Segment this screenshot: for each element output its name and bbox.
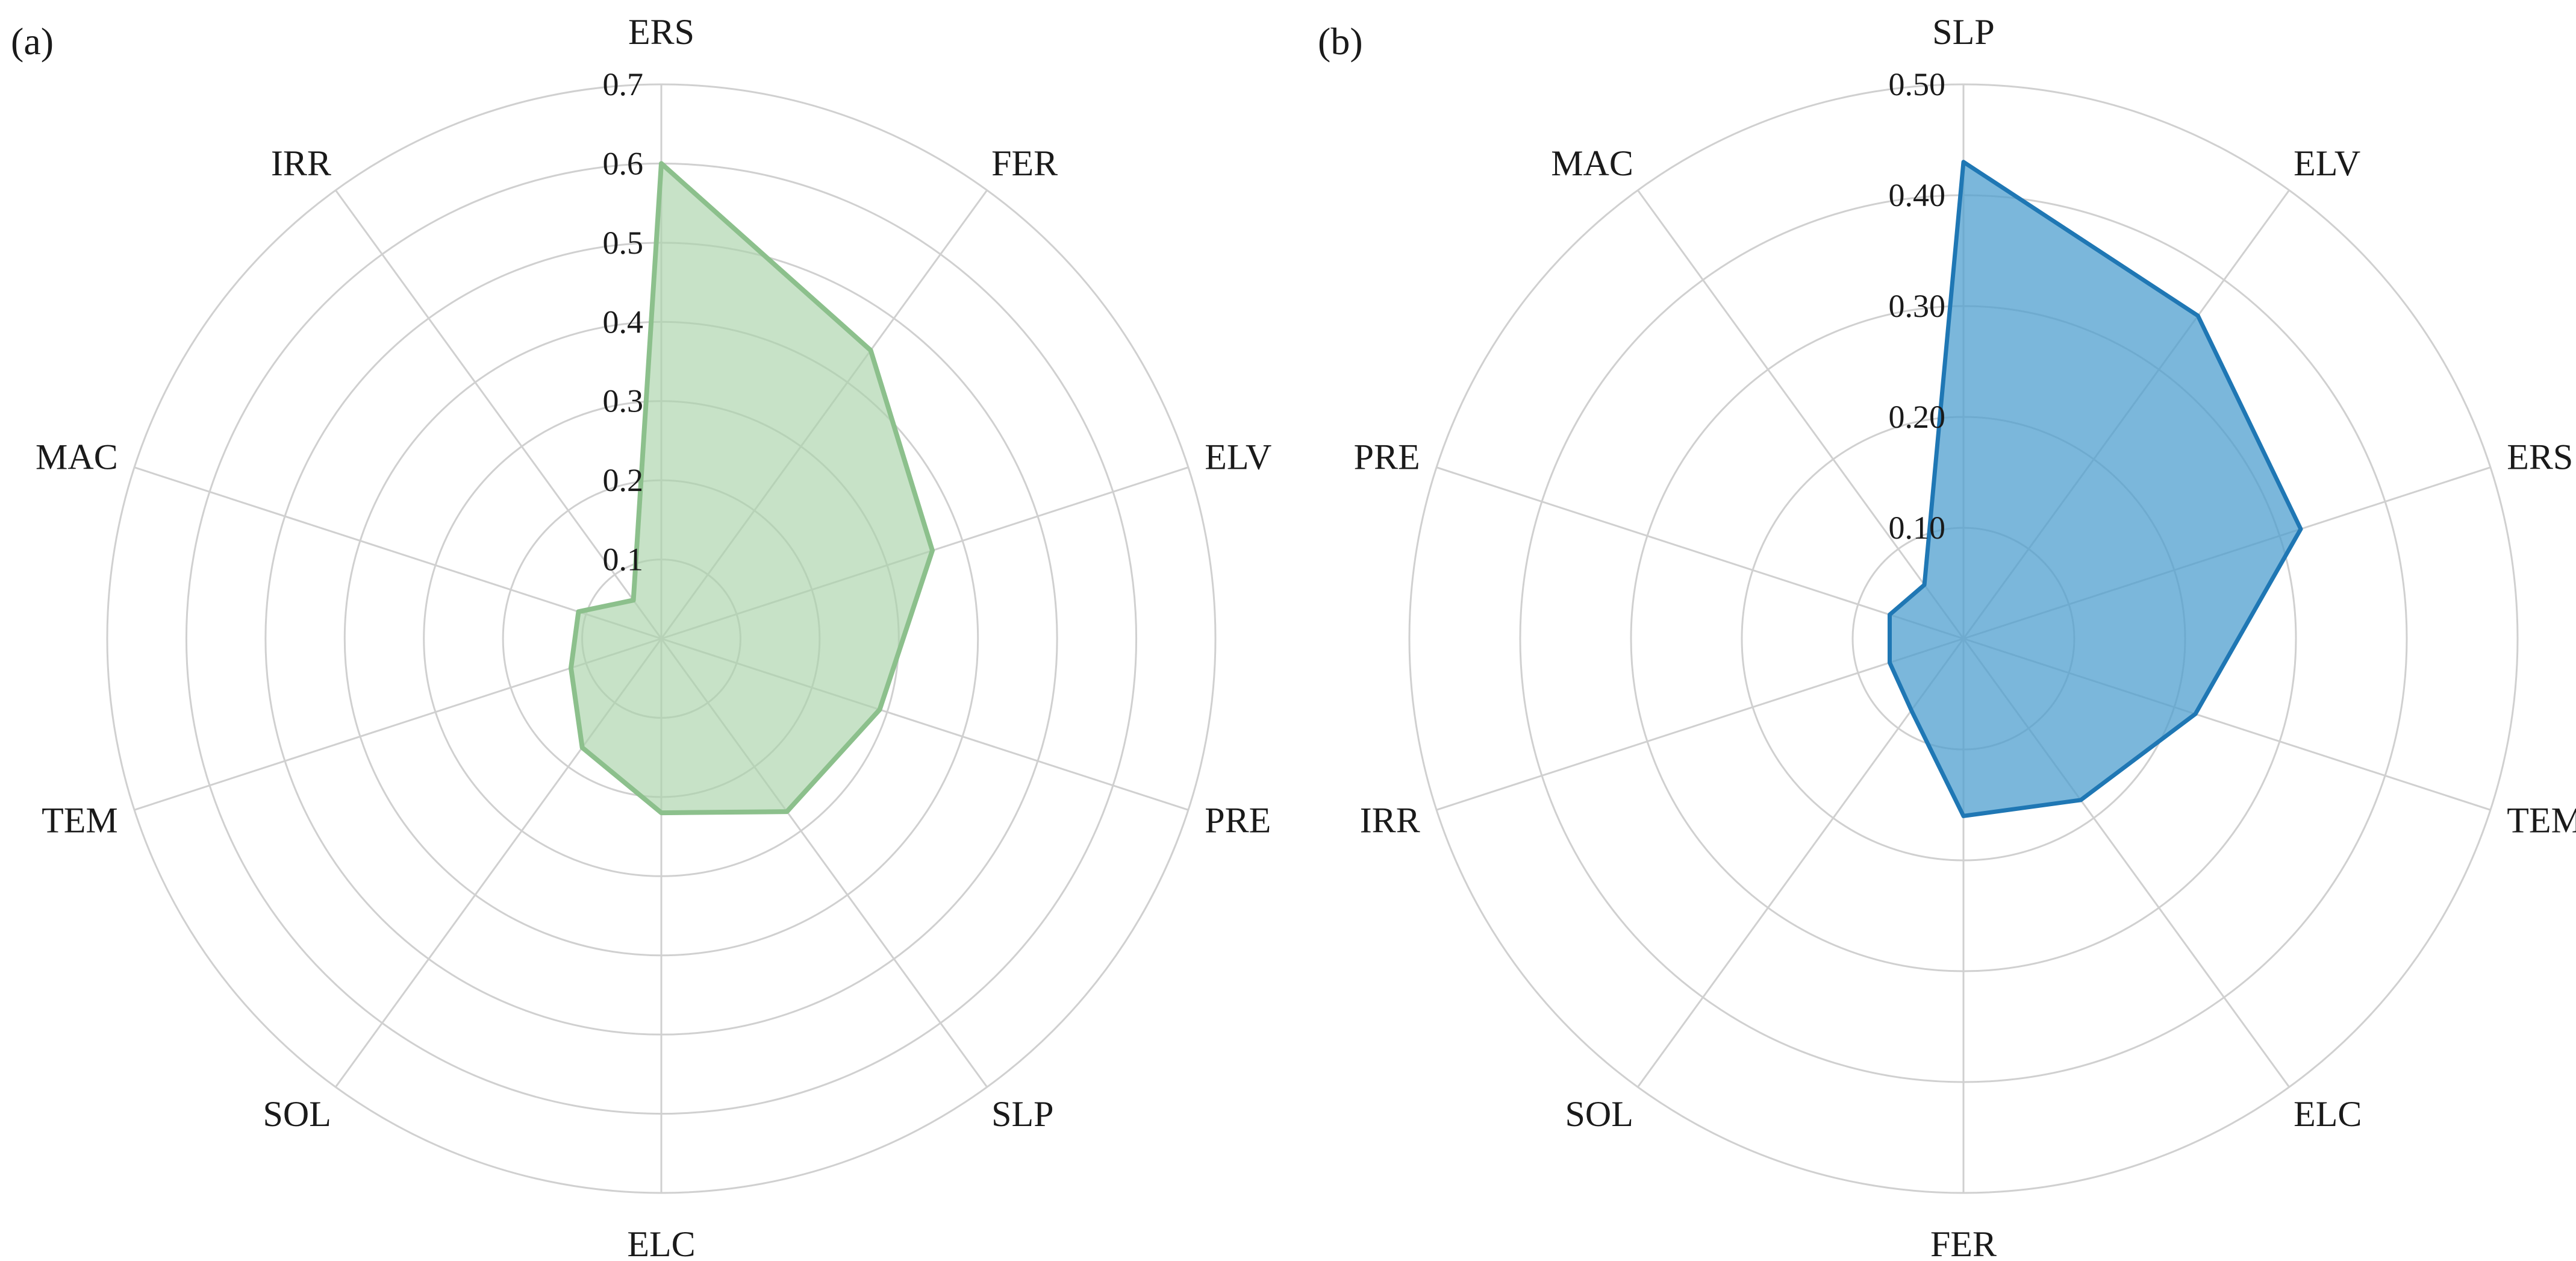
tick-label: 0.40: [1889, 177, 1946, 213]
tick-label: 0.7: [603, 66, 644, 102]
axis-label-irr: IRR: [271, 143, 331, 183]
axis-label-irr: IRR: [1360, 800, 1420, 840]
tick-label: 0.30: [1889, 288, 1946, 324]
tick-label: 0.5: [603, 225, 644, 261]
axis-label-elc: ELC: [627, 1224, 695, 1258]
axis-label-elc: ELC: [2294, 1094, 2362, 1134]
radar-panel-a: (a) 0.1 0.2 0.3 0.4 0.5 0.6 0.7 ERS FER ELV PRE SLP E…: [11, 12, 1271, 1258]
tick-label: 0.50: [1889, 66, 1946, 102]
tick-label: 0.4: [603, 304, 644, 340]
axis-label-sol: SOL: [1565, 1094, 1633, 1134]
tick-label: 0.6: [603, 145, 644, 181]
tick-label: 0.3: [603, 383, 644, 419]
axis-label-elv: ELV: [1205, 437, 1271, 477]
axis-label-tem: TEM: [42, 800, 118, 840]
axis-label-sol: SOL: [263, 1094, 331, 1134]
tick-label: 0.1: [603, 542, 644, 578]
tick-label: 0.20: [1889, 399, 1946, 435]
panel-label: (a): [11, 20, 54, 63]
axis-label-mac: MAC: [1551, 143, 1633, 183]
spoke-line: [1436, 468, 1963, 639]
axis-label-pre: PRE: [1354, 437, 1420, 477]
panel-label: (b): [1318, 20, 1363, 63]
axis-label-mac: MAC: [36, 437, 118, 477]
axis-label-pre: PRE: [1205, 800, 1271, 840]
axis-label-tem: TEM: [2507, 800, 2576, 840]
axis-label-fer: FER: [991, 143, 1058, 183]
radar-panel-b: (b) 0.10 0.20 0.30 0.40 0.50 SLP ELV ERS TEM ELC FE…: [1318, 12, 2576, 1258]
tick-label: 0.10: [1889, 510, 1946, 546]
axis-label-elv: ELV: [2294, 143, 2360, 183]
axis-label-ers: ERS: [628, 12, 694, 52]
tick-label: 0.2: [603, 462, 644, 498]
axis-label-slp: SLP: [1932, 12, 1994, 52]
spoke-line: [1436, 639, 1963, 810]
axis-label-fer: FER: [1930, 1224, 1997, 1258]
axis-label-ers: ERS: [2507, 437, 2573, 477]
axis-label-slp: SLP: [991, 1094, 1053, 1134]
